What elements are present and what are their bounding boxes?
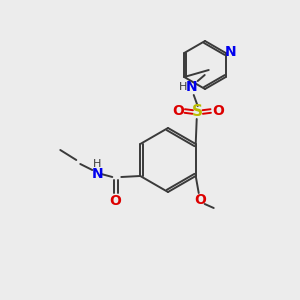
Text: O: O: [194, 193, 206, 207]
Text: O: O: [109, 194, 121, 208]
Text: N: N: [186, 80, 197, 94]
Text: H: H: [93, 159, 101, 169]
Text: O: O: [172, 104, 184, 118]
Text: H: H: [178, 82, 187, 92]
Text: N: N: [92, 167, 103, 181]
Text: S: S: [192, 104, 203, 119]
Text: O: O: [212, 104, 224, 118]
Text: N: N: [225, 45, 237, 59]
